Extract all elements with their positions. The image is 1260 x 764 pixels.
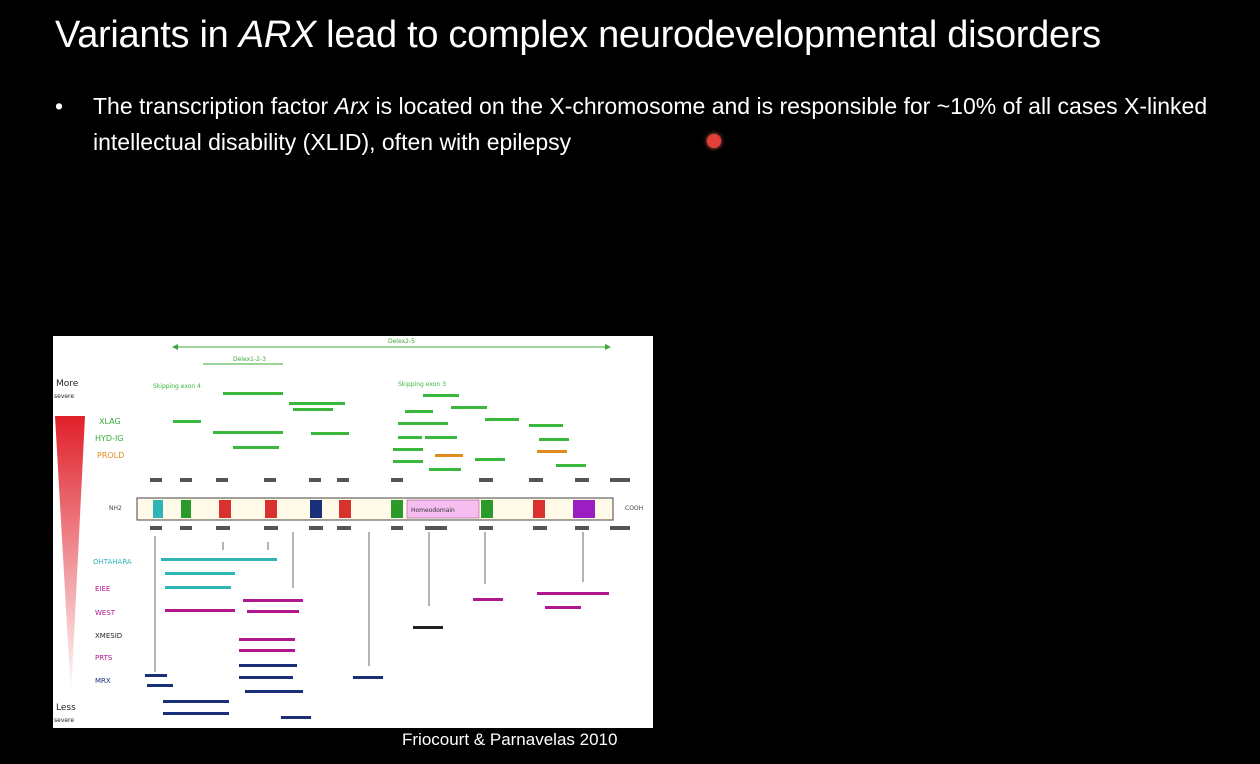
domain-nls1	[181, 500, 191, 518]
domain-nls2	[391, 500, 403, 518]
bullet-symbol: •	[55, 93, 64, 119]
top-mutation-marks	[173, 392, 586, 471]
domain-polyala-4	[533, 500, 545, 518]
navy-mutation-marks	[145, 664, 383, 719]
phenotype-bottom-3: WEST	[95, 609, 116, 617]
homeodomain-label: Homeodomain	[411, 507, 455, 514]
homeodomain-box	[406, 499, 480, 519]
domain-aristaless	[573, 500, 595, 518]
bullet-point: • The transcription factor Arx is locate…	[55, 88, 1235, 160]
cluster-skip-exon3: Skipping exon 3	[398, 381, 446, 388]
deletion-label-long: Delex2-5	[388, 338, 415, 345]
domain-nls3	[481, 500, 493, 518]
phenotype-bottom-4: XMESID	[95, 632, 122, 640]
magenta-mutation-marks	[165, 592, 609, 652]
phenotype-bottom-5: PRTS	[95, 654, 113, 662]
mutation-connectors	[154, 532, 584, 672]
severity-bottom-label: Less	[56, 703, 76, 713]
position-ticks-top	[150, 478, 630, 482]
black-mutation-mark	[413, 626, 443, 629]
domain-polyala-3	[339, 500, 351, 518]
cyan-mutation-marks	[161, 558, 277, 589]
severity-gradient	[55, 416, 85, 696]
phenotype-top-1: XLAG	[99, 417, 121, 426]
phenotype-bottom-6: MRX	[95, 677, 111, 685]
phenotype-top-2: HYD-IG	[95, 434, 124, 443]
pointer-cursor-icon	[707, 134, 721, 148]
phenotype-bottom-1: OHTAHARA	[93, 558, 132, 566]
cluster-skip-exon4: Skipping exon 4	[153, 383, 201, 390]
arx-mutation-figure: More severe Less severe Delex2-5 Delex1-…	[53, 336, 653, 728]
arx-gene-bar	[136, 497, 614, 521]
phenotype-top-3: PROLD	[97, 451, 124, 460]
severity-top-sub: severe	[54, 393, 74, 400]
phenotype-bottom-2: EIEE	[95, 585, 110, 593]
deletion-label-short: Delex1-2-3	[233, 356, 266, 363]
severity-top-label: More	[56, 379, 79, 389]
domain-polyala-1	[219, 500, 231, 518]
slide-title: Variants in ARX lead to complex neurodev…	[55, 14, 1101, 56]
gene-end-label: COOH	[625, 505, 643, 512]
domain-polyala-2	[265, 500, 277, 518]
position-ticks-bottom	[150, 526, 630, 530]
gene-start-label: NH2	[109, 505, 122, 512]
domain-acidic	[310, 500, 322, 518]
figure-citation: Friocourt & Parnavelas 2010	[402, 730, 618, 749]
domain-octapeptide	[153, 500, 163, 518]
severity-bottom-sub: severe	[54, 717, 74, 724]
